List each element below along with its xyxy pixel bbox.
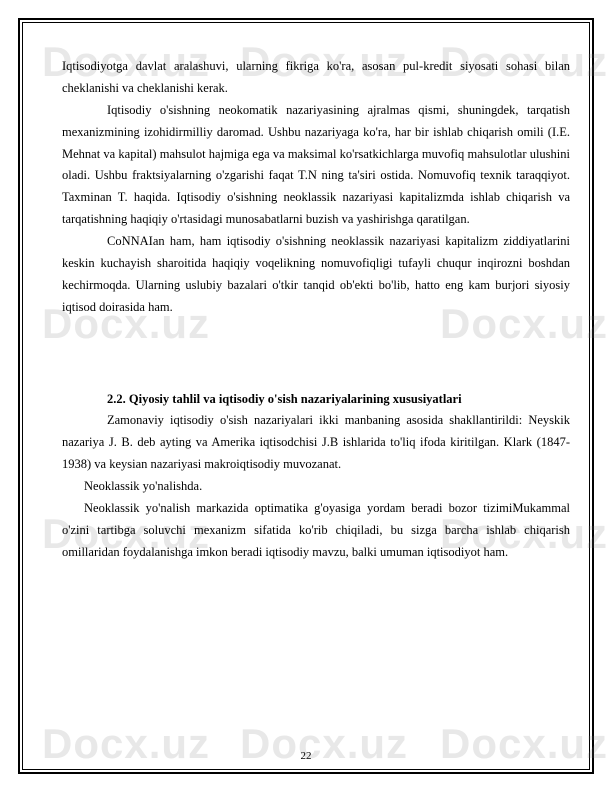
paragraph-5: Neoklassik yo'nalishda. <box>62 476 570 498</box>
paragraph-4: Zamonaviy iqtisodiy o'sish nazariyalari … <box>62 410 570 476</box>
page-number: 22 <box>0 750 612 762</box>
section-gap <box>62 319 570 389</box>
section-heading: 2.2. Qiyosiy tahlil va iqtisodiy o'sish … <box>62 389 570 411</box>
document-content: Iqtisodiyotga davlat aralashuvi, ularnin… <box>62 56 570 742</box>
paragraph-1: Iqtisodiyotga davlat aralashuvi, ularnin… <box>62 56 570 100</box>
paragraph-2: Iqtisodiy o'sishning neokomatik nazariya… <box>62 100 570 231</box>
paragraph-6: Neoklassik yo'nalish markazida optimatik… <box>62 498 570 564</box>
paragraph-3: CoNNAIan ham, ham iqtisodiy o'sishning n… <box>62 231 570 319</box>
